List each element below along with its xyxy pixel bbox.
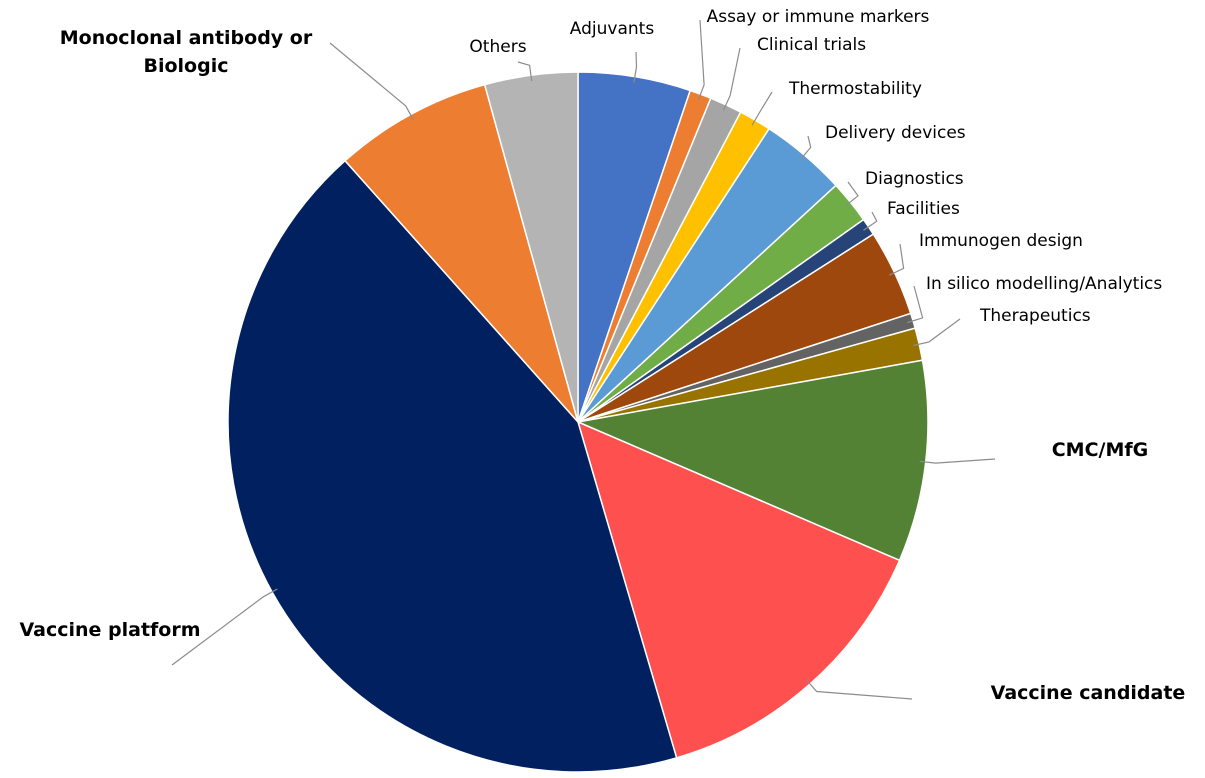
leader-line-others: [517, 61, 533, 82]
leader-line-monoclonal-antibody-or-biologic: [329, 42, 414, 121]
leader-line-therapeutics: [913, 318, 961, 347]
leader-line-cmc-mfg: [919, 458, 996, 464]
slice-label-vaccine-platform: Vaccine platform: [19, 619, 200, 641]
leader-line-immunogen-design: [888, 243, 905, 276]
pie-slices: [227, 71, 929, 773]
leader-line-assay-or-immune-markers: [697, 19, 705, 101]
slice-label-cmc-mfg: CMC/MfG: [1052, 439, 1149, 461]
leader-line-adjuvants: [633, 51, 638, 83]
leader-line-diagnostics: [845, 181, 859, 207]
slice-label-immunogen-design: Immunogen design: [919, 231, 1083, 251]
slice-label-assay-or-immune-markers: Assay or immune markers: [707, 7, 930, 27]
slice-label-therapeutics: Therapeutics: [979, 306, 1091, 326]
slice-labels: Adjuvants Assay or immune markers Clinical…: [19, 7, 1185, 704]
leader-line-in-silico-modelling-analytics: [907, 285, 924, 324]
leader-line-thermostability: [751, 91, 773, 126]
slice-label-delivery-devices: Delivery devices: [825, 123, 966, 143]
leader-line-facilities: [863, 211, 878, 231]
slice-label-clinical-trials: Clinical trials: [757, 35, 866, 55]
slice-label-diagnostics: Diagnostics: [865, 169, 964, 189]
slice-label-thermostability: Thermostability: [788, 79, 922, 99]
leader-line-vaccine-candidate: [805, 679, 913, 700]
leader-line-clinical-trials: [722, 47, 741, 111]
leader-line-vaccine-platform: [171, 588, 278, 666]
leader-line-delivery-devices: [799, 135, 812, 160]
slice-label-vaccine-candidate: Vaccine candidate: [991, 682, 1186, 704]
slice-label-others: Others: [469, 37, 526, 57]
slice-label-monoclonal-antibody-or-biologic: Monoclonal antibody or Biologic: [60, 27, 313, 77]
leader-lines: [171, 19, 996, 700]
slice-label-adjuvants: Adjuvants: [570, 19, 655, 39]
slice-label-facilities: Facilities: [887, 199, 960, 219]
slice-label-in-silico-modelling-analytics: In silico modelling/Analytics: [926, 274, 1162, 294]
